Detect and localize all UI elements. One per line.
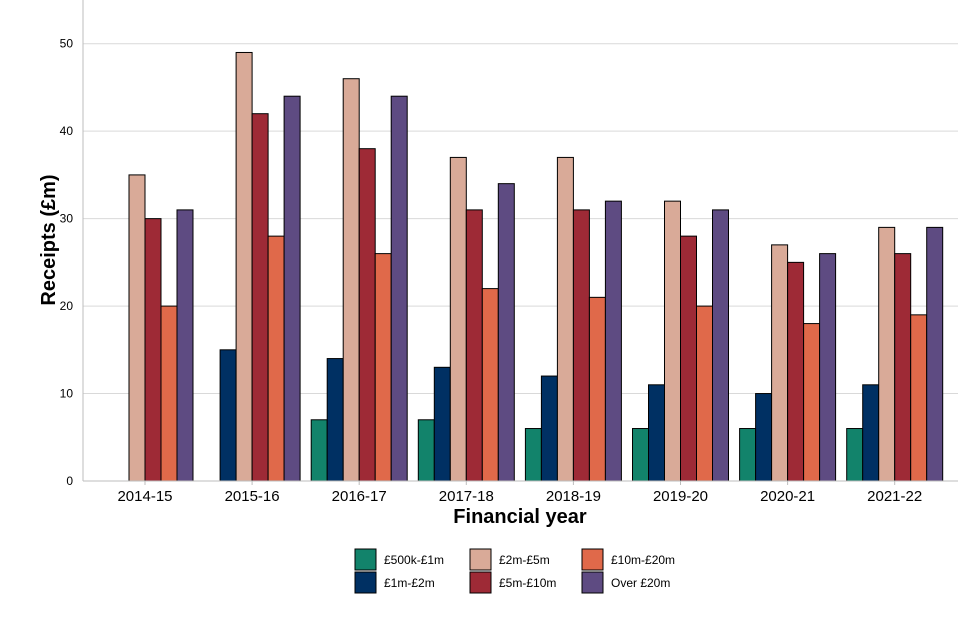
x-axis-title: Financial year bbox=[453, 506, 587, 528]
y-tick-label: 40 bbox=[60, 124, 74, 138]
bar bbox=[910, 314, 928, 482]
x-tick-label: 2015-16 bbox=[225, 488, 280, 505]
bar bbox=[771, 244, 789, 482]
bar bbox=[739, 428, 757, 482]
legend-label: £500k-£1m bbox=[384, 553, 444, 567]
x-tick-label: 2018-19 bbox=[546, 488, 601, 505]
bar bbox=[588, 296, 606, 482]
bar bbox=[604, 200, 622, 482]
bar bbox=[390, 95, 408, 482]
bar bbox=[894, 253, 912, 482]
bar bbox=[449, 156, 467, 482]
x-tick-label: 2016-17 bbox=[332, 488, 387, 505]
bar bbox=[878, 226, 896, 482]
bar bbox=[235, 51, 253, 482]
bar bbox=[176, 209, 194, 482]
bar bbox=[648, 384, 665, 482]
bar bbox=[787, 261, 805, 482]
bar bbox=[803, 323, 821, 482]
bar bbox=[712, 209, 729, 482]
bar bbox=[696, 305, 713, 482]
bar bbox=[417, 419, 435, 482]
bar bbox=[540, 375, 558, 482]
legend: £500k-£1m £1m-£2m £2m-£5m £5m-£10m £10m-£20m… bbox=[354, 548, 675, 594]
bar bbox=[374, 253, 392, 482]
legend-swatch bbox=[354, 571, 377, 594]
bar bbox=[251, 113, 269, 482]
y-tick-label: 50 bbox=[60, 37, 74, 51]
bar bbox=[819, 253, 837, 482]
bars bbox=[128, 51, 944, 482]
bar bbox=[846, 428, 864, 482]
bar bbox=[342, 78, 360, 482]
bar bbox=[497, 183, 515, 482]
bar bbox=[926, 226, 944, 482]
tick-labels: 0 10 20 30 40 50 2014-15 2015-16 2016-17 2017-18 2… bbox=[60, 37, 923, 505]
x-tick-label: 2021-22 bbox=[867, 488, 922, 505]
y-tick-label: 10 bbox=[60, 387, 74, 401]
bar bbox=[358, 148, 376, 482]
legend-label: £1m-£2m bbox=[384, 576, 435, 590]
bar bbox=[433, 366, 451, 482]
y-axis-title: Receipts (£m) bbox=[38, 174, 60, 305]
legend-swatch bbox=[469, 548, 492, 571]
bar bbox=[664, 200, 681, 482]
bar bbox=[755, 393, 773, 482]
bar bbox=[283, 95, 301, 482]
bar bbox=[524, 428, 542, 482]
bar bbox=[128, 174, 146, 482]
bar bbox=[556, 156, 574, 482]
bar bbox=[267, 235, 285, 482]
legend-label: £2m-£5m bbox=[499, 553, 550, 567]
bar bbox=[144, 218, 162, 482]
y-tick-label: 20 bbox=[60, 299, 74, 313]
bar bbox=[326, 358, 344, 482]
bar bbox=[465, 209, 483, 482]
legend-swatch bbox=[354, 548, 377, 571]
bar bbox=[481, 288, 499, 482]
legend-label: £10m-£20m bbox=[611, 553, 675, 567]
bar bbox=[572, 209, 590, 482]
bar bbox=[680, 235, 697, 482]
bar bbox=[310, 419, 328, 482]
legend-swatch bbox=[581, 571, 604, 594]
x-tick-label: 2020-21 bbox=[760, 488, 815, 505]
axes bbox=[82, 0, 958, 482]
x-tick-label: 2017-18 bbox=[439, 488, 494, 505]
y-tick-label: 30 bbox=[60, 212, 74, 226]
bar bbox=[862, 384, 880, 482]
legend-label: £5m-£10m bbox=[499, 576, 556, 590]
bar bbox=[219, 349, 237, 482]
legend-swatch bbox=[581, 548, 604, 571]
bar bbox=[160, 305, 178, 482]
x-tick-label: 2019-20 bbox=[653, 488, 708, 505]
y-tick-label: 0 bbox=[66, 474, 73, 488]
legend-swatch bbox=[469, 571, 492, 594]
legend-label: Over £20m bbox=[611, 576, 670, 590]
bar bbox=[632, 428, 649, 482]
x-tick-label: 2014-15 bbox=[117, 488, 172, 505]
